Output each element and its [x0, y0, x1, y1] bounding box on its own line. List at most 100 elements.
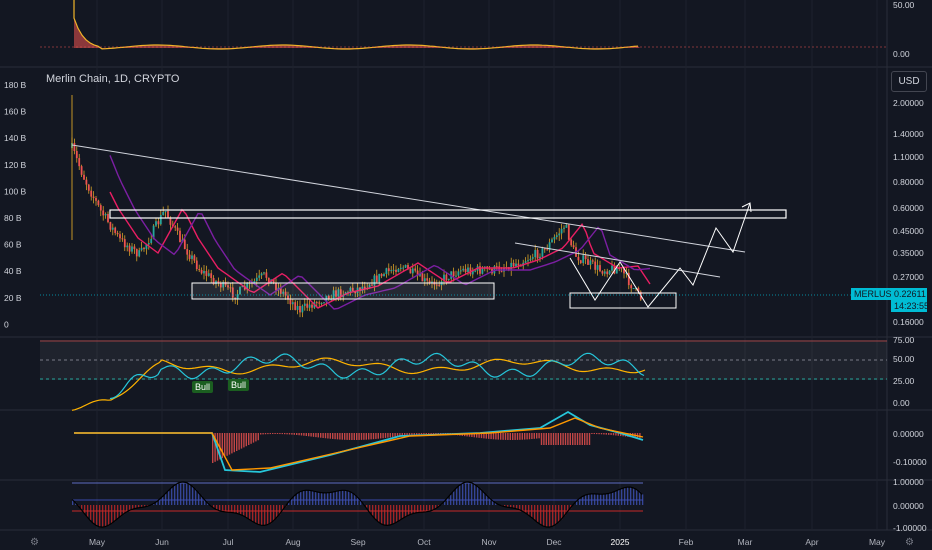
- rsi-signal-line: [71, 357, 646, 411]
- candle: [155, 221, 157, 226]
- osc-histogram-bar: [468, 482, 470, 505]
- macd-histogram-bar: [430, 433, 432, 435]
- candle: [193, 255, 196, 261]
- macd-histogram-bar: [612, 433, 615, 436]
- macd-histogram-bar: [255, 433, 257, 442]
- osc-histogram-bar: [462, 483, 464, 505]
- macd-histogram-bar: [574, 433, 576, 445]
- osc-histogram-bar: [393, 505, 395, 524]
- candle: [361, 286, 364, 292]
- candle: [335, 290, 337, 297]
- macd-histogram-bar: [212, 433, 214, 463]
- candle: [347, 291, 349, 293]
- candle: [560, 228, 563, 234]
- candle: [558, 233, 561, 236]
- macd-histogram-bar: [639, 433, 641, 439]
- candle: [630, 285, 633, 289]
- candle: [539, 256, 541, 259]
- macd-histogram-bar: [348, 433, 351, 440]
- candle: [431, 281, 433, 283]
- macd-histogram-bar: [471, 433, 473, 437]
- osc-histogram-bar: [510, 505, 512, 508]
- osc-histogram-bar: [315, 491, 317, 505]
- osc-histogram-bar: [258, 505, 260, 525]
- macd-histogram-bar: [368, 433, 370, 440]
- macd-histogram-bar: [286, 433, 288, 435]
- candle: [210, 273, 213, 278]
- macd-histogram-bar: [572, 433, 574, 445]
- osc-histogram-bar: [621, 488, 623, 505]
- osc-histogram-bar: [522, 505, 524, 511]
- candle: [527, 260, 529, 262]
- macd-histogram-bar: [317, 433, 319, 438]
- osc-histogram-bar: [447, 498, 449, 505]
- osc-histogram-bar: [234, 505, 236, 513]
- currency-button[interactable]: USD: [891, 71, 927, 92]
- candle: [589, 260, 592, 265]
- osc-histogram-bar: [642, 494, 644, 505]
- candle: [90, 190, 93, 197]
- osc-histogram-bar: [558, 505, 560, 523]
- candle: [383, 274, 385, 277]
- countdown-timer-tag: 14:23:55: [891, 300, 929, 312]
- candle: [272, 279, 275, 283]
- osc-histogram-bar: [240, 505, 242, 515]
- macd-histogram-bar: [615, 433, 617, 436]
- candle: [150, 238, 153, 244]
- price-axis-label: 2.00000: [893, 98, 924, 108]
- osc-histogram-bar: [255, 505, 257, 523]
- macd-histogram-bar: [533, 433, 535, 439]
- osc-histogram-bar: [630, 487, 632, 505]
- left-axis-label: 100 B: [4, 186, 27, 196]
- candle: [207, 273, 210, 276]
- osc-histogram-bar: [525, 505, 527, 513]
- macd-histogram-bar: [526, 433, 528, 440]
- macd-histogram-bar: [586, 433, 588, 445]
- macd-histogram-bar: [360, 433, 363, 440]
- macd-histogram-bar: [428, 433, 430, 435]
- macd-histogram-bar: [569, 433, 571, 445]
- macd-histogram-bar: [408, 433, 411, 436]
- candle: [241, 286, 244, 288]
- macd-histogram-bar: [339, 433, 341, 440]
- candle: [500, 271, 503, 273]
- candle: [541, 248, 544, 257]
- osc-histogram-bar: [171, 488, 173, 505]
- candle: [227, 285, 229, 288]
- osc-histogram-bar: [192, 486, 194, 505]
- candle: [85, 179, 88, 185]
- osc-histogram-bar: [174, 485, 176, 505]
- osc-histogram-bar: [99, 505, 101, 527]
- macd-histogram-bar: [264, 433, 267, 435]
- candle: [572, 245, 575, 248]
- macd-histogram-bar: [562, 433, 564, 445]
- osc-histogram-bar: [492, 500, 494, 505]
- macd-histogram-bar: [262, 433, 264, 435]
- settings-icon[interactable]: ⚙: [905, 537, 914, 548]
- macd-histogram-bar: [274, 433, 276, 435]
- macd-histogram-bar: [495, 433, 497, 440]
- candle: [95, 197, 97, 201]
- osc-histogram-bar: [156, 502, 158, 505]
- macd-histogram-bar: [492, 433, 495, 440]
- osc-histogram-bar: [228, 505, 230, 513]
- candle: [387, 268, 390, 272]
- osc-histogram-bar: [582, 496, 584, 505]
- macd-histogram-bar: [305, 433, 307, 436]
- osc-histogram-bar: [399, 505, 401, 521]
- top-axis-label: 50.00: [893, 0, 915, 10]
- top-axis-label: 0.00: [893, 49, 910, 59]
- macd-histogram-bar: [272, 433, 274, 435]
- macd-histogram-bar: [480, 433, 483, 439]
- macd-histogram-bar: [596, 433, 598, 435]
- macd-histogram-bar: [519, 433, 521, 440]
- price-axis-label: 0.16000: [893, 317, 924, 327]
- candle: [507, 267, 510, 271]
- osc-histogram-bar: [351, 492, 353, 505]
- rsi-axis-label: 50.00: [893, 354, 915, 364]
- candle: [97, 200, 100, 206]
- candle: [99, 205, 102, 211]
- osc-histogram-bar: [345, 490, 347, 505]
- settings-icon[interactable]: ⚙: [30, 537, 39, 548]
